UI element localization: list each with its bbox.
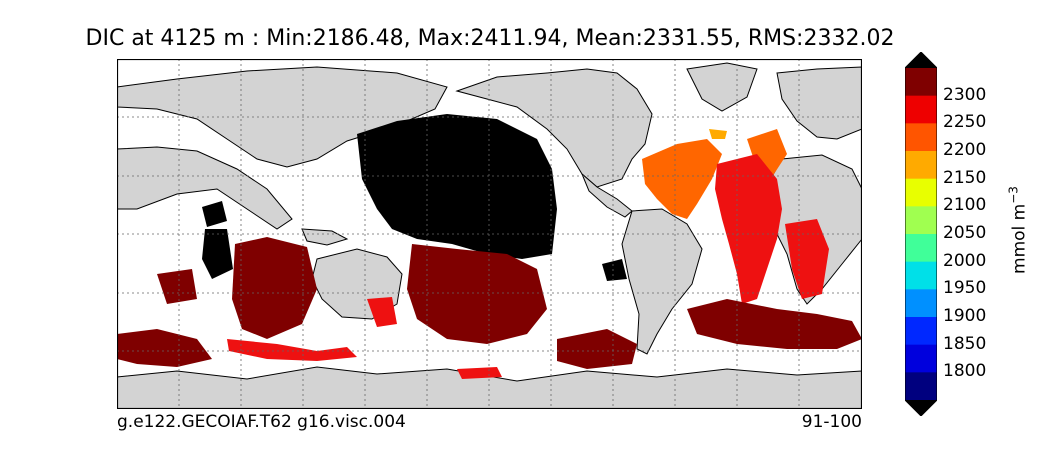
- run-id-label: g.e122.GECOIAF.T62 g16.visc.004: [117, 412, 406, 432]
- region-southern-dark-mid: [557, 329, 637, 369]
- colorbar-segment: [905, 317, 937, 346]
- colorbar-tick-label: 2000: [943, 250, 987, 271]
- land-antarctica: [117, 366, 862, 409]
- colorbar-tick-label: 2300: [943, 84, 987, 105]
- region-southern-dark-right: [687, 299, 862, 349]
- colorbar-max-arrow: [905, 52, 937, 68]
- colorbar-segment: [905, 261, 937, 290]
- colorbar-segment: [905, 68, 937, 97]
- colorbar-segment: [905, 178, 937, 207]
- unit-exponent: −3: [1006, 186, 1021, 204]
- land-central-america: [581, 173, 633, 218]
- colorbar-tick-label: 1850: [943, 333, 987, 354]
- colorbar-segment: [905, 344, 937, 373]
- land-indonesia: [301, 228, 349, 246]
- region-indian-black: [202, 229, 233, 279]
- land-europe-right: [776, 66, 862, 140]
- region-north-atlantic: [642, 139, 722, 219]
- plot-title: DIC at 4125 m : Min:2186.48, Max:2411.94…: [85, 26, 895, 51]
- graticule: [117, 59, 862, 409]
- region-southern-red: [227, 339, 357, 361]
- region-indian-dark: [232, 237, 317, 339]
- world-map: [117, 59, 862, 409]
- region-atlantic-black: [602, 259, 627, 281]
- region-southern-red-3: [367, 297, 397, 327]
- colorbar-tick-label: 1950: [943, 278, 987, 299]
- region-southern-red-2: [457, 367, 502, 379]
- unit-base: mmol m: [1009, 203, 1030, 274]
- land-greenland: [686, 62, 758, 112]
- map-frame: [117, 59, 862, 409]
- region-labrador: [709, 129, 727, 139]
- region-south-pacific-dark: [407, 244, 547, 344]
- colorbar-min-arrow: [905, 400, 937, 416]
- region-atlantic-red-south: [785, 219, 829, 299]
- colorbar-segment: [905, 234, 937, 263]
- colorbar-tick-label: 2200: [943, 140, 987, 160]
- colorbar-tick-label: 2050: [943, 223, 987, 243]
- land-masses: [117, 62, 862, 409]
- colorbar-tick-label: 1800: [943, 361, 987, 382]
- colorbar: [905, 52, 937, 416]
- region-west-pacific-small: [202, 201, 227, 227]
- region-west-indian-dark: [157, 269, 197, 304]
- colorbar-segment: [905, 289, 937, 318]
- region-southern-dark-left: [117, 329, 212, 367]
- colorbar-tick-label: 2250: [943, 112, 987, 133]
- region-atlantic-red: [715, 154, 782, 304]
- colorbar-tick-label: 2150: [943, 167, 987, 188]
- colorbar-unit-label: mmol m−3: [1007, 186, 1030, 274]
- colorbar-segment: [905, 123, 937, 152]
- land-south-america: [621, 208, 703, 355]
- data-regions: [117, 114, 862, 379]
- land-north-america: [455, 68, 653, 188]
- land-south-asia: [117, 146, 293, 230]
- colorbar-tick-label: 2100: [943, 195, 987, 216]
- colorbar-segment: [905, 372, 937, 401]
- colorbar-segment: [905, 206, 937, 235]
- colorbar-tick-label: 1900: [943, 306, 987, 326]
- colorbar-segment: [905, 95, 937, 124]
- colorbar-segment: [905, 151, 937, 180]
- year-range-label: 91-100: [801, 412, 862, 432]
- region-north-pacific: [357, 114, 557, 259]
